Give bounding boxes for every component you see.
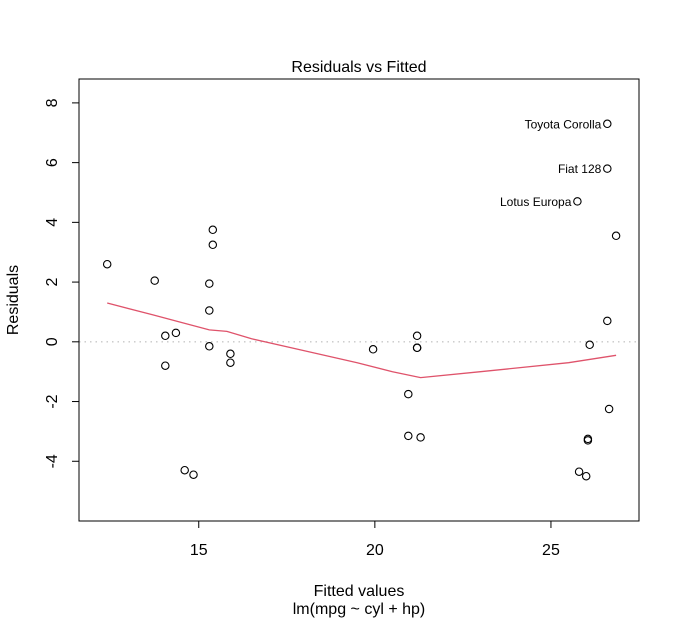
residual-point	[603, 164, 612, 173]
residual-point	[574, 467, 584, 476]
chart-title: Residuals vs Fitted	[291, 59, 426, 76]
residual-point	[102, 259, 112, 269]
residual-point	[611, 231, 621, 241]
y-tick-label: 4	[44, 218, 61, 227]
y-tick-label: 2	[44, 278, 61, 287]
residual-point	[412, 331, 422, 341]
residual-point	[412, 343, 422, 353]
residual-point	[226, 358, 235, 367]
y-tick-label: 0	[44, 337, 61, 346]
x-tick-label: 25	[542, 542, 560, 559]
smoother-line	[107, 302, 617, 379]
y-tick-label: 8	[44, 98, 61, 107]
residual-point	[208, 240, 218, 250]
residual-point	[416, 433, 425, 442]
residual-point	[208, 225, 218, 235]
residual-point	[226, 349, 235, 359]
model-formula-subtitle: lm(mpg ~ cyl + hp)	[293, 601, 425, 618]
residual-point	[171, 328, 181, 338]
residual-point	[161, 361, 170, 370]
x-axis-label: Fitted values	[314, 583, 405, 600]
y-tick-label: -4	[44, 454, 61, 468]
outlier-label: Toyota Corolla	[525, 117, 602, 131]
residual-point	[189, 470, 198, 479]
residual-point	[404, 431, 413, 441]
residual-point	[604, 404, 614, 414]
residual-point	[404, 389, 413, 399]
outlier-label: Fiat 128	[558, 162, 602, 176]
residual-point	[368, 345, 378, 354]
plot-frame	[78, 78, 640, 522]
x-tick-label: 15	[190, 542, 208, 559]
residual-point	[205, 306, 214, 315]
residual-point	[573, 197, 582, 206]
residual-point	[205, 342, 214, 351]
residual-points-layer	[102, 119, 621, 481]
y-axis-label: Residuals	[5, 265, 22, 335]
y-tick-label: -2	[44, 394, 61, 408]
residual-point	[150, 276, 159, 285]
residual-point	[583, 436, 593, 445]
residual-point	[180, 465, 189, 475]
x-tick-label: 20	[366, 542, 384, 559]
residual-point	[603, 316, 612, 326]
outlier-label-layer: Toyota Corolla Fiat 128 Lotus Europa	[500, 117, 602, 209]
residual-point	[205, 279, 214, 288]
outlier-label: Lotus Europa	[500, 195, 572, 209]
residual-point	[161, 331, 170, 341]
residual-point	[603, 119, 612, 129]
y-tick-label: 6	[44, 158, 61, 167]
residual-point	[585, 340, 594, 350]
residual-point	[581, 471, 591, 481]
